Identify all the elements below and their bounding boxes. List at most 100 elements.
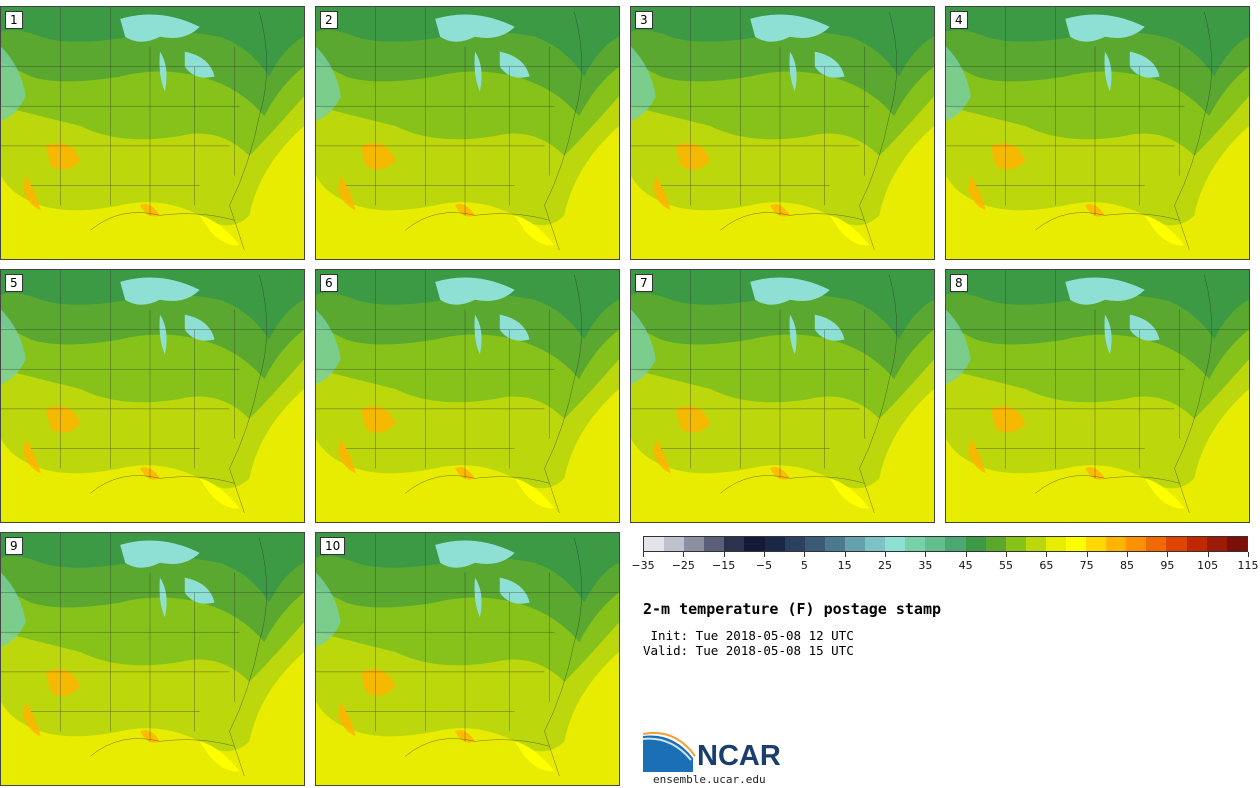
colorbar-swatch (965, 537, 986, 551)
valid-time: Valid: Tue 2018-05-08 15 UTC (643, 643, 854, 658)
colorbar-tick (965, 552, 967, 557)
colorbar-swatch (664, 537, 685, 551)
colorbar-tick-label: −15 (712, 559, 736, 572)
colorbar-tick-label: 85 (1120, 559, 1134, 572)
temperature-map (946, 270, 1249, 522)
colorbar-swatch (1146, 537, 1167, 551)
temperature-map (1, 270, 304, 522)
ncar-logo-text: NCAR (697, 740, 781, 772)
colorbar-tick (1127, 552, 1128, 557)
colorbar-swatch (1086, 537, 1107, 551)
member-map-panel: 10 (315, 532, 620, 786)
colorbar-tick (683, 552, 685, 557)
member-map-panel: 9 (0, 532, 305, 786)
colorbar-tick-label: 95 (1160, 559, 1175, 572)
member-number: 4 (950, 11, 968, 29)
colorbar-tick-label: −5 (755, 559, 773, 572)
colorbar-swatch (985, 537, 1006, 551)
chart-title: 2-m temperature (F) postage stamp (643, 600, 942, 618)
init-time: Init: Tue 2018-05-08 12 UTC (643, 628, 854, 643)
colorbar-swatch (784, 537, 805, 551)
colorbar-tick-label: −35 (631, 559, 655, 572)
member-number: 8 (950, 274, 968, 292)
site-url: ensemble.ucar.edu (653, 773, 766, 786)
colorbar-tick (764, 552, 765, 557)
colorbar-swatch (945, 537, 966, 551)
colorbar-swatch (885, 537, 906, 551)
colorbar-tick-label: 25 (878, 559, 892, 572)
colorbar-tick-label: −25 (671, 559, 695, 572)
member-number: 5 (5, 274, 23, 292)
member-number: 3 (635, 11, 653, 29)
temperature-colorbar (643, 536, 1248, 552)
temperature-map (316, 533, 619, 785)
colorbar-tick (643, 552, 644, 557)
colorbar-tick (885, 552, 886, 557)
colorbar-swatch (644, 537, 665, 551)
temperature-map (316, 7, 619, 259)
member-map-panel: 2 (315, 6, 620, 260)
colorbar-tick-label: 75 (1079, 559, 1094, 572)
temperature-map (316, 270, 619, 522)
colorbar-tick-label: 105 (1197, 559, 1219, 572)
colorbar-swatch (704, 537, 725, 551)
member-map-panel: 3 (630, 6, 935, 260)
colorbar-tick (844, 552, 846, 557)
colorbar-tick (1086, 552, 1088, 557)
colorbar-swatch (1065, 537, 1087, 551)
colorbar-swatch (684, 537, 705, 551)
colorbar-tick (804, 552, 806, 557)
colorbar-tick-label: 65 (1039, 559, 1054, 572)
colorbar-ticks: −35 −25 −15 −5 5 15 25 35 45 55 65 75 85 95 105 115 (631, 552, 1259, 574)
colorbar-swatch (1025, 537, 1046, 551)
member-number: 7 (635, 274, 653, 292)
member-map-panel: 7 (630, 269, 935, 523)
member-map-panel: 5 (0, 269, 305, 523)
member-map-panel: 6 (315, 269, 620, 523)
colorbar-tick (1046, 552, 1048, 557)
colorbar-swatch (1166, 537, 1187, 551)
member-map-panel: 8 (945, 269, 1250, 523)
member-map-panel: 4 (945, 6, 1250, 260)
colorbar-swatch (1226, 537, 1247, 551)
member-number: 10 (320, 537, 346, 555)
colorbar-swatch (724, 537, 745, 551)
ncar-logo-icon (643, 732, 696, 772)
colorbar-swatch (764, 537, 785, 551)
colorbar-tick-label: 35 (918, 559, 933, 572)
colorbar-tick (925, 552, 927, 557)
colorbar-swatch (1126, 537, 1147, 551)
colorbar-swatch (744, 537, 765, 551)
colorbar-swatch (1106, 537, 1127, 551)
colorbar-swatch (865, 537, 886, 551)
colorbar-swatch (1045, 537, 1066, 551)
colorbar-tick (723, 552, 725, 557)
colorbar-swatch (1206, 537, 1227, 551)
temperature-map (1, 533, 304, 785)
colorbar-swatch (804, 537, 825, 551)
colorbar-swatch (844, 537, 866, 551)
member-number: 6 (320, 274, 338, 292)
colorbar-tick (1167, 552, 1169, 557)
member-number: 2 (320, 11, 338, 29)
colorbar-swatch (824, 537, 845, 551)
colorbar-tick (1207, 552, 1209, 557)
colorbar-tick (1248, 552, 1249, 557)
colorbar-tick-label: 115 (1237, 559, 1259, 572)
colorbar-tick-label: 45 (958, 559, 973, 572)
colorbar-tick-label: 55 (999, 559, 1013, 572)
colorbar-tick-label: 15 (837, 559, 852, 572)
temperature-map (631, 270, 934, 522)
colorbar-swatch (925, 537, 946, 551)
colorbar-tick-label: 5 (800, 559, 808, 572)
colorbar-tick (1006, 552, 1007, 557)
colorbar-swatch (905, 537, 926, 551)
temperature-map (946, 7, 1249, 259)
colorbar-swatch (1186, 537, 1207, 551)
member-number: 1 (5, 11, 23, 29)
member-map-panel: 1 (0, 6, 305, 260)
temperature-map (631, 7, 934, 259)
member-number: 9 (5, 537, 23, 555)
colorbar-swatch (1005, 537, 1026, 551)
temperature-map (1, 7, 304, 259)
